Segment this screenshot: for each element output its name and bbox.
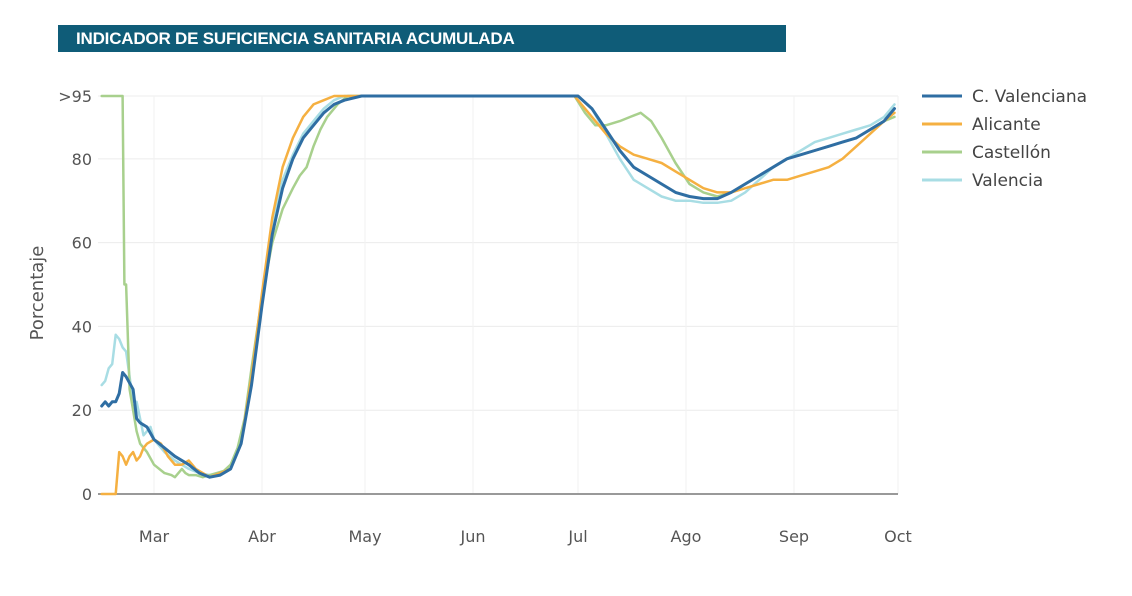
x-tick-label: Mar <box>139 527 170 546</box>
y-axis-label: Porcentaje <box>27 246 48 341</box>
series-line-c-valenciana <box>100 94 896 479</box>
grid <box>98 95 899 494</box>
y-tick-label: 60 <box>72 234 92 253</box>
legend-label: Valencia <box>972 171 1043 191</box>
x-tick-label: Ago <box>671 527 702 546</box>
series-line-castell-n <box>100 94 896 479</box>
legend-label: Castellón <box>972 143 1051 163</box>
y-tick-label: >95 <box>58 87 92 106</box>
y-tick-label: 0 <box>82 485 92 504</box>
chart-title: INDICADOR DE SUFICIENCIA SANITARIA ACUMU… <box>76 29 515 48</box>
x-tick-label: Jul <box>567 527 587 546</box>
x-tick-label: Abr <box>248 527 276 546</box>
x-axis-ticks: Mar Abr May Jun Jul Ago Sep Oct <box>139 527 912 546</box>
x-tick-label: Sep <box>779 527 809 546</box>
x-tick-label: May <box>348 527 381 546</box>
title-bar: INDICADOR DE SUFICIENCIA SANITARIA ACUMU… <box>58 25 786 52</box>
series-line-valencia <box>100 94 896 477</box>
y-tick-label: 20 <box>72 401 92 420</box>
x-tick-label: Jun <box>460 527 486 546</box>
legend-item[interactable]: Valencia <box>922 171 1043 191</box>
legend: C. Valenciana Alicante Castellón Valencia <box>922 87 1087 191</box>
legend-item[interactable]: C. Valenciana <box>922 87 1087 107</box>
y-tick-label: 80 <box>72 150 92 169</box>
legend-item[interactable]: Castellón <box>922 143 1051 163</box>
y-tick-label: 40 <box>72 317 92 336</box>
legend-label: Alicante <box>972 115 1041 135</box>
series-lines <box>100 94 896 496</box>
x-tick-label: Oct <box>884 527 912 546</box>
y-axis-ticks: 0 20 40 60 80 >95 <box>58 87 92 504</box>
legend-label: C. Valenciana <box>972 87 1087 107</box>
series-line-alicante <box>100 94 896 496</box>
legend-item[interactable]: Alicante <box>922 115 1041 135</box>
